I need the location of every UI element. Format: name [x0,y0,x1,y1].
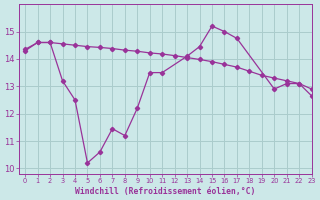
X-axis label: Windchill (Refroidissement éolien,°C): Windchill (Refroidissement éolien,°C) [75,187,255,196]
